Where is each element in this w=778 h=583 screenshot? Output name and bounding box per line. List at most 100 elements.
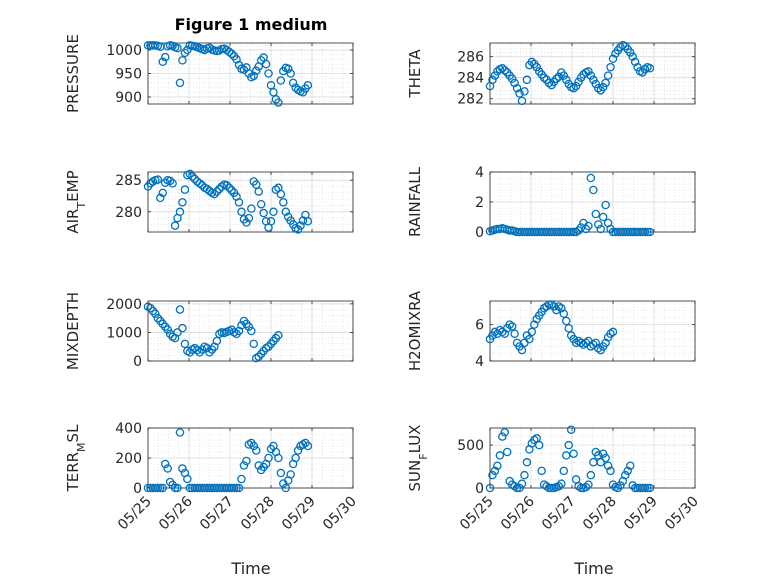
y-axis-label: AIRTEMP (64, 170, 88, 233)
data-point (569, 227, 578, 237)
data-point (264, 453, 273, 463)
data-point (557, 479, 566, 488)
y-tick-label: 200 (115, 451, 142, 467)
data-point (249, 441, 259, 451)
data-point (525, 334, 534, 344)
data-point (296, 221, 305, 230)
data-point (303, 217, 313, 226)
data-point (488, 75, 497, 85)
data-point (606, 329, 615, 338)
data-point (210, 189, 219, 199)
data-point (281, 483, 291, 493)
data-point (168, 179, 177, 188)
data-point (530, 435, 539, 445)
subplot-air-temp: 280 285 AIRTEMP (64, 169, 354, 234)
data-point (520, 87, 529, 96)
data-point (589, 185, 598, 195)
data-point (151, 309, 160, 319)
axes-box (489, 427, 696, 489)
data-point (591, 79, 601, 89)
axes-box (489, 42, 696, 105)
data-point (601, 453, 610, 463)
data-point (153, 483, 163, 493)
data-point (643, 227, 652, 237)
x-axis-label-right: Time (573, 559, 613, 578)
data-point (530, 320, 539, 329)
data-point (628, 481, 637, 490)
data-point (569, 449, 578, 458)
data-point (625, 461, 635, 470)
axes-box (489, 300, 696, 362)
data-point (173, 328, 182, 337)
figure-title: Figure 1 medium (175, 15, 328, 34)
data-point (515, 89, 524, 98)
data-point (589, 75, 598, 85)
data-point (183, 45, 192, 55)
y-tick-label: 2000 (106, 297, 142, 313)
y-axis-label: TERRMSL (64, 424, 88, 493)
data-point (274, 98, 283, 107)
data-point (517, 345, 527, 355)
data-point (234, 483, 244, 493)
data-point (574, 77, 583, 87)
y-tick-label: 286 (457, 50, 484, 66)
data-point (256, 199, 266, 209)
data-point (584, 480, 593, 489)
data-point (510, 78, 519, 88)
data-point (170, 483, 180, 493)
data-point (227, 49, 236, 59)
data-point (269, 207, 278, 217)
data-point (244, 322, 254, 331)
data-point (163, 325, 172, 334)
data-point (593, 344, 603, 353)
data-point (283, 64, 293, 74)
data-point (212, 336, 222, 346)
data-point (601, 78, 610, 88)
data-point (303, 441, 313, 451)
data-point (156, 483, 165, 493)
subplot-grid: 900 950 1000 PRESSURE 282 284 286 THETA 280 285 AI… (64, 34, 702, 533)
data-point (522, 458, 532, 467)
data-point (616, 481, 625, 490)
y-tick-label: 2 (475, 195, 484, 211)
y-axis-label: THETA (406, 49, 424, 99)
data-point (640, 65, 650, 74)
data-point (165, 176, 175, 186)
data-point (178, 198, 187, 207)
axes-box (147, 171, 354, 233)
data-point (175, 305, 185, 314)
data-point (224, 183, 234, 193)
data-point (500, 66, 510, 75)
data-point (510, 482, 519, 491)
data-point (532, 62, 541, 72)
data-point (303, 80, 313, 90)
data-point (276, 76, 286, 85)
y-axis-label: SUNFLUX (406, 425, 430, 492)
data-point (237, 207, 246, 217)
data-point (522, 75, 532, 85)
data-point (281, 207, 291, 217)
data-point (498, 63, 507, 73)
data-point (601, 200, 610, 210)
data-point (158, 188, 168, 198)
data-point (160, 52, 170, 62)
data-point (552, 74, 561, 84)
data-point (603, 461, 613, 470)
data-point (608, 327, 618, 337)
y-tick-label: 0 (133, 354, 142, 370)
data-point (173, 483, 182, 493)
data-point (510, 329, 519, 338)
y-tick-label: 1000 (106, 325, 142, 341)
data-point (224, 47, 234, 57)
data-point (156, 193, 165, 203)
y-tick-label: 1000 (106, 43, 142, 59)
data-point (537, 466, 546, 476)
data-point (625, 48, 635, 57)
data-point (286, 470, 295, 479)
y-tick-label: 0 (475, 225, 484, 241)
subplot-mixdepth: 0 1000 2000 MIXDEPTH (64, 292, 354, 370)
data-point (195, 179, 204, 188)
data-point (564, 324, 573, 333)
data-point (485, 483, 495, 493)
